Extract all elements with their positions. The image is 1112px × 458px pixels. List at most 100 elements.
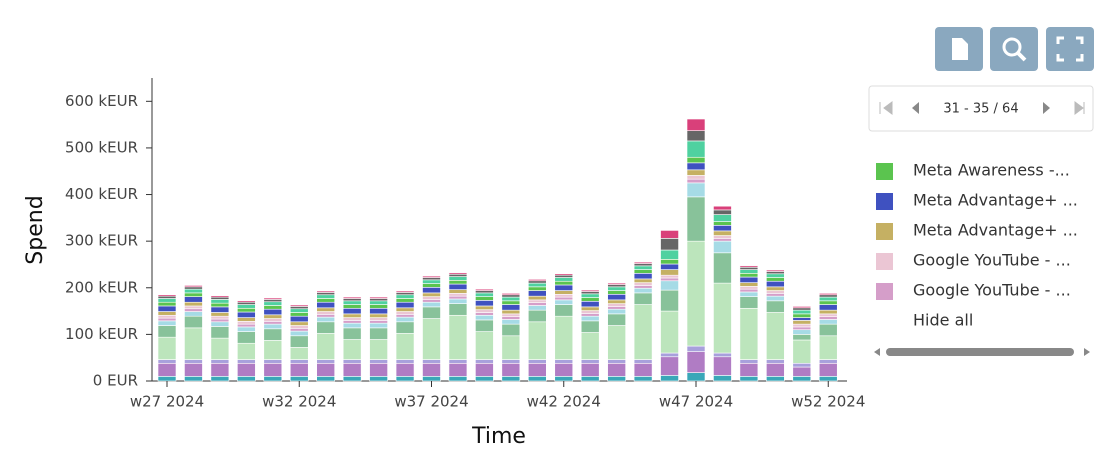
bar-segment <box>237 300 256 303</box>
legend-label[interactable]: Meta Awareness -... <box>913 161 1070 180</box>
bar-segment <box>660 263 679 270</box>
bar-segment <box>660 238 679 251</box>
bar-segment <box>342 327 362 340</box>
legend-label[interactable]: Meta Advantage+ ... <box>913 191 1078 210</box>
bar-segment <box>580 315 600 322</box>
bar-segment <box>633 263 653 267</box>
bar-segment <box>237 323 256 328</box>
bar-segment <box>237 359 256 364</box>
bar-segment <box>607 313 626 326</box>
bar-segment <box>395 359 415 364</box>
bar-segment <box>818 319 838 325</box>
fullscreen-button[interactable] <box>1046 27 1094 71</box>
pager-prev[interactable] <box>912 102 919 114</box>
x-tick-label: w42 2024 <box>527 393 601 411</box>
bar-segment <box>713 221 732 226</box>
bar-segment <box>237 326 256 332</box>
bar-segment <box>660 274 679 279</box>
bar-segment <box>554 315 574 360</box>
bar-segment <box>157 295 177 299</box>
bar-segment <box>580 332 600 360</box>
bar-segment <box>554 290 574 295</box>
bar-segment <box>686 130 706 142</box>
bar-segment <box>184 376 203 382</box>
legend-label[interactable]: Google YouTube - ... <box>913 251 1071 270</box>
bar-segment <box>448 276 468 281</box>
bar-segment <box>686 169 706 176</box>
legend-label[interactable]: Google YouTube - ... <box>913 281 1071 300</box>
bar-segment <box>157 325 177 338</box>
bar-segment <box>766 277 785 282</box>
bar-segment <box>633 278 653 283</box>
legend-label[interactable]: Meta Advantage+ ... <box>913 221 1078 240</box>
bar-segment <box>739 265 759 268</box>
bar-segment <box>686 372 706 382</box>
bar-segment <box>369 362 388 377</box>
bar-segment <box>395 321 415 334</box>
bar-segment <box>316 294 336 299</box>
bar-segment <box>792 307 812 311</box>
bar-segment <box>713 240 732 254</box>
bar-segment <box>210 312 230 317</box>
bar-segment <box>554 376 574 382</box>
bar-segment <box>369 300 388 305</box>
bar-segment <box>237 342 256 360</box>
bar-segment <box>316 314 336 318</box>
bar-segment <box>342 313 362 318</box>
bar-segment <box>157 320 177 326</box>
bar-segment <box>766 269 785 272</box>
bar-segment <box>527 280 547 284</box>
bar-segment <box>607 359 626 364</box>
bar-segment <box>554 362 574 377</box>
bar-segment <box>157 305 177 312</box>
bar-segment <box>157 301 177 307</box>
bar-segment <box>289 362 309 377</box>
scroll-thumb[interactable] <box>886 348 1074 356</box>
bar-segment <box>713 352 732 358</box>
bar-segment <box>633 292 653 305</box>
bar-segment <box>527 302 547 306</box>
bar-segment <box>289 315 309 323</box>
pager-first[interactable] <box>879 101 893 115</box>
pager-next[interactable] <box>1043 102 1050 114</box>
fullscreen-icon <box>1056 36 1084 62</box>
bar-segment <box>527 359 547 364</box>
bar-segment <box>342 317 362 321</box>
bar-segment <box>263 301 283 306</box>
bar-segment <box>289 306 309 310</box>
zoom-button[interactable] <box>990 27 1038 71</box>
bar-segment <box>157 336 177 360</box>
bar-segment <box>633 287 653 294</box>
bar-segment <box>316 316 336 323</box>
bar-segment <box>263 308 283 316</box>
bar-segment <box>766 290 785 294</box>
bar-segment <box>818 300 838 305</box>
bar-segment <box>739 276 759 283</box>
bar-segment <box>713 209 732 215</box>
bar-segment <box>475 362 494 377</box>
bar-segment <box>792 326 812 331</box>
bar-segment <box>316 359 336 364</box>
pager-last[interactable] <box>1074 101 1085 115</box>
bar-segment <box>289 312 309 317</box>
bar-segment <box>501 359 521 364</box>
bar-segment <box>184 286 203 290</box>
bar-segment <box>210 326 230 339</box>
bar-segment <box>686 140 706 158</box>
bar-segment <box>739 291 759 297</box>
bar-segment <box>422 279 441 284</box>
bar-segment <box>475 331 494 360</box>
bar-segment <box>369 307 388 315</box>
bar-segment <box>369 376 388 382</box>
hide-all[interactable]: Hide all <box>913 311 973 330</box>
bar-segment <box>633 261 653 264</box>
bar-segment <box>633 304 653 360</box>
bar-segment <box>289 304 309 307</box>
bar-segment <box>395 307 415 312</box>
bar-segment <box>184 285 203 288</box>
bar-segment <box>501 335 521 360</box>
bar-segment <box>289 359 309 364</box>
bar-segment <box>580 300 600 308</box>
bar-segment <box>713 230 732 236</box>
bar-segment <box>713 356 732 376</box>
